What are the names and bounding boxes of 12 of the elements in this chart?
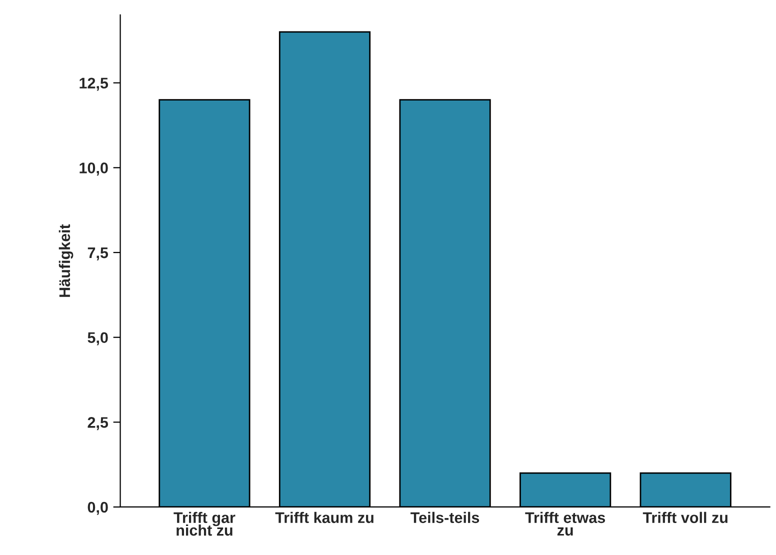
y-tick-label: 0,0 [88, 502, 108, 515]
x-tick-label: Trifft gar nicht zu [174, 512, 236, 536]
y-axis-title: Häufigkeit [58, 224, 74, 297]
x-tick-label: Trifft voll zu [642, 512, 728, 524]
x-tick-label: Trifft kaum zu [275, 512, 374, 524]
y-tick-label: 10,0 [80, 162, 108, 176]
y-tick-label: 5,0 [88, 332, 108, 346]
y-tick-label: 12,5 [80, 78, 108, 91]
x-tick-label: Teils-teils [410, 512, 480, 524]
x-tick-label: Trifft etwas zu [525, 512, 606, 536]
y-tick-label: 2,5 [88, 417, 108, 430]
y-tick-label: 7,5 [88, 248, 108, 260]
